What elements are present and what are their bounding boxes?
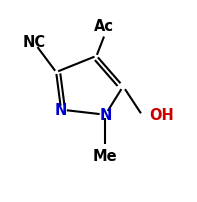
Text: Me: Me: [93, 148, 118, 163]
Text: N: N: [99, 108, 112, 123]
Text: Ac: Ac: [94, 19, 114, 34]
Text: OH: OH: [150, 108, 175, 123]
Text: N: N: [55, 103, 67, 118]
Text: NC: NC: [23, 35, 46, 50]
